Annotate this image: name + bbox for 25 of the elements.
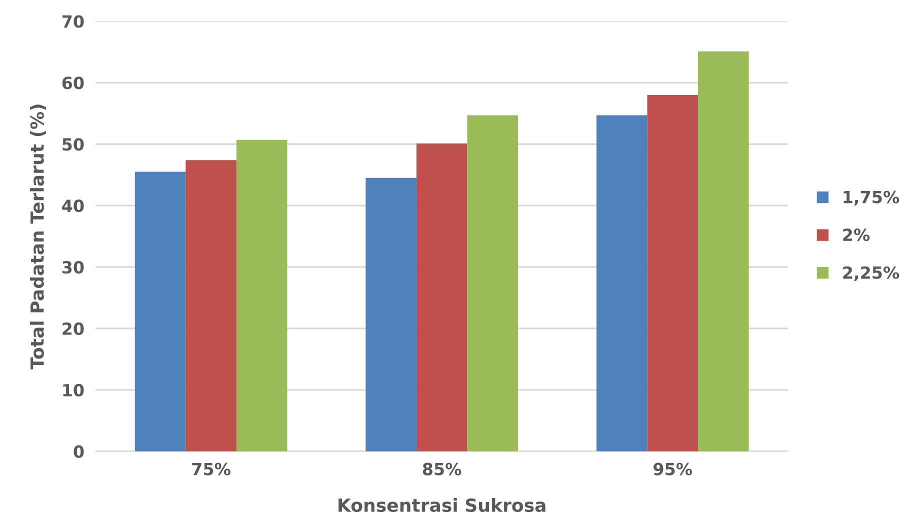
bar [698, 51, 749, 452]
y-tick-label: 40 [62, 200, 84, 212]
y-axis-title: Total Padatan Terlarut (%) [30, 104, 46, 370]
bar [647, 94, 698, 452]
y-tick-label: 60 [62, 76, 84, 90]
bar [186, 160, 236, 452]
y-tick-label: 10 [63, 384, 84, 396]
x-tick-label: 75% [192, 462, 230, 476]
legend-label: 1,75% [844, 190, 900, 206]
legend-label: 2,25% [843, 266, 900, 282]
bar [366, 178, 416, 452]
bar [134, 172, 186, 452]
x-axis-title: Konsentrasi Sukrosa [338, 498, 546, 512]
y-tick-label: 30 [62, 260, 84, 274]
x-tick-label: 95% [654, 462, 692, 476]
x-tick-label: 85% [422, 462, 462, 476]
y-tick-label: 50 [62, 138, 84, 151]
y-tick-label: 20 [62, 322, 84, 336]
y-tick-label: 0 [74, 445, 84, 458]
bar [467, 115, 518, 452]
bar [596, 115, 648, 452]
legend-label: 2% [843, 228, 870, 242]
y-tick-label: 70 [62, 15, 84, 28]
bar [416, 144, 468, 452]
bar [236, 140, 288, 452]
